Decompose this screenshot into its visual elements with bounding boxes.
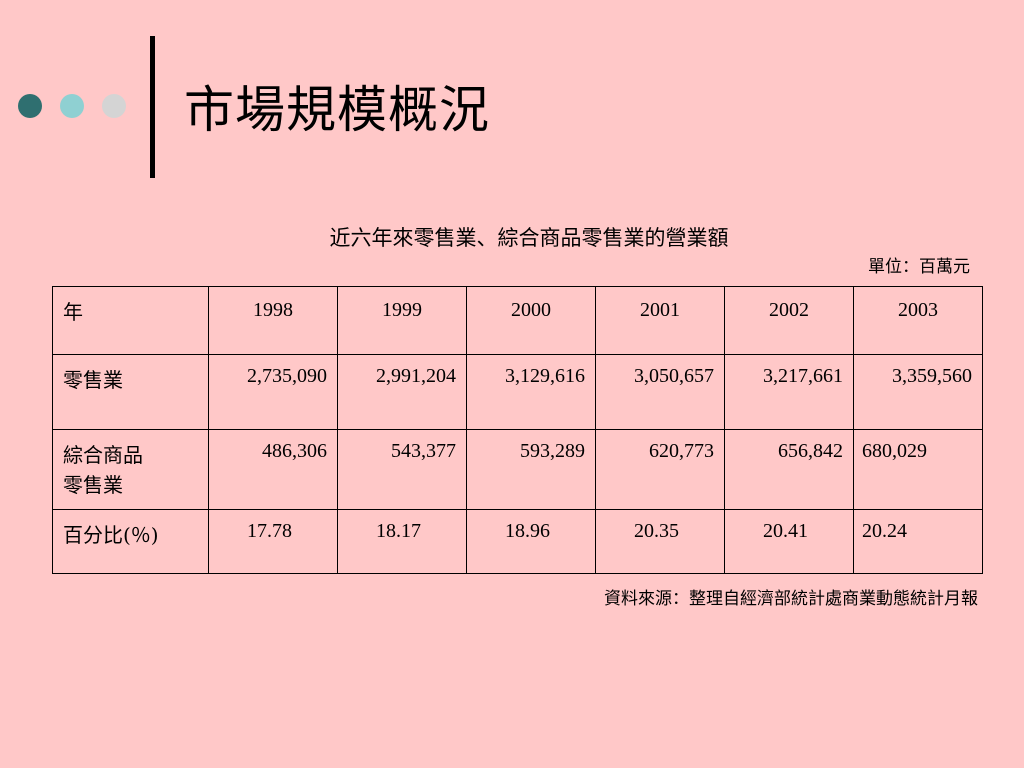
revenue-table: 年 1998 1999 2000 2001 2002 2003 零售業 2,73… <box>52 286 983 574</box>
header-year-label: 年 <box>52 286 209 355</box>
row-label-general-merchandise: 綜合商品 零售業 <box>52 429 209 510</box>
table-cell: 2,735,090 <box>208 354 338 430</box>
year-header: 2001 <box>595 286 725 355</box>
dot-light-teal-icon <box>60 94 84 118</box>
unit-note: 單位：百萬元 <box>868 257 970 277</box>
table-cell: 2,991,204 <box>337 354 467 430</box>
title-divider <box>150 36 155 178</box>
decorative-dots <box>18 94 126 118</box>
table-cell: 20.35 <box>595 509 725 574</box>
row-label-retail: 零售業 <box>52 354 209 430</box>
year-header: 2002 <box>724 286 854 355</box>
table-cell: 486,306 <box>208 429 338 510</box>
year-header: 2003 <box>853 286 983 355</box>
row-label-line: 零售業 <box>63 473 123 497</box>
dot-gray-icon <box>102 94 126 118</box>
year-header: 2000 <box>466 286 596 355</box>
year-header: 1998 <box>208 286 338 355</box>
table-cell: 3,359,560 <box>853 354 983 430</box>
table-cell: 18.96 <box>466 509 596 574</box>
row-label-line: 零售業 <box>63 368 123 392</box>
table-cell: 20.41 <box>724 509 854 574</box>
table-row: 綜合商品 零售業 486,306 543,377 593,289 620,773… <box>52 429 983 510</box>
table-row: 百分比(％) 17.78 18.17 18.96 20.35 20.41 20.… <box>52 509 983 574</box>
table-cell: 620,773 <box>595 429 725 510</box>
row-label-line: 綜合商品 <box>63 443 143 467</box>
table-cell: 17.78 <box>208 509 338 574</box>
table-caption: 近六年來零售業、綜合商品零售業的營業額 <box>329 226 729 250</box>
table-header-row: 年 1998 1999 2000 2001 2002 2003 <box>52 286 983 355</box>
source-note: 資料來源：整理自經濟部統計處商業動態統計月報 <box>604 589 978 609</box>
row-label-line: 百分比(％) <box>63 523 159 547</box>
dot-dark-teal-icon <box>18 94 42 118</box>
year-header: 1999 <box>337 286 467 355</box>
table-cell: 3,217,661 <box>724 354 854 430</box>
table-cell: 656,842 <box>724 429 854 510</box>
table-cell: 680,029 <box>853 429 983 510</box>
table-cell: 593,289 <box>466 429 596 510</box>
row-label-percentage: 百分比(％) <box>52 509 209 574</box>
table-cell: 18.17 <box>337 509 467 574</box>
table-cell: 3,129,616 <box>466 354 596 430</box>
slide-title: 市場規模概況 <box>184 81 490 139</box>
table-cell: 20.24 <box>853 509 983 574</box>
table-row: 零售業 2,735,090 2,991,204 3,129,616 3,050,… <box>52 354 983 430</box>
table-cell: 3,050,657 <box>595 354 725 430</box>
table-cell: 543,377 <box>337 429 467 510</box>
